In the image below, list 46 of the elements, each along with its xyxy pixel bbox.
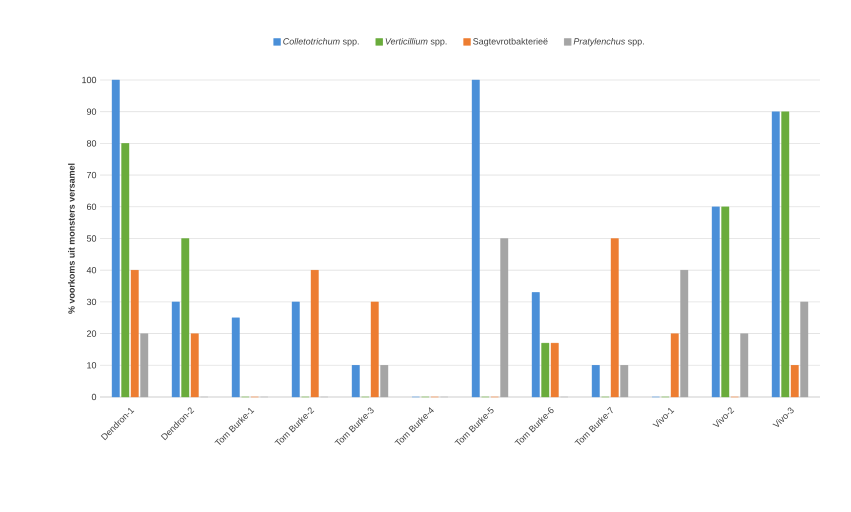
bar [532, 292, 540, 398]
bar [500, 238, 508, 398]
legend-label: Pratylenchus spp. [574, 38, 644, 46]
bar [721, 206, 730, 398]
y-tick-label: 60 [86, 204, 96, 210]
bar [130, 270, 139, 398]
y-tick-label: 80 [86, 140, 96, 147]
y-tick-label: 50 [86, 235, 96, 242]
legend-label: Verticillium spp. [386, 38, 447, 46]
bar [112, 80, 120, 398]
bar [310, 270, 319, 398]
bar [550, 342, 559, 398]
y-tick-label: 90 [86, 108, 96, 115]
bar [172, 302, 180, 398]
bar [190, 333, 199, 398]
bar [712, 206, 720, 398]
y-tick-label: 30 [86, 298, 96, 306]
y-tick-label: 40 [86, 267, 96, 274]
legend-label: Colletotrichum spp. [283, 38, 359, 46]
bar [121, 143, 130, 398]
y-tick-label: 20 [86, 330, 96, 337]
bar [181, 238, 190, 398]
bar [472, 80, 480, 398]
y-tick-label: 0 [92, 394, 96, 400]
y-tick-label: 70 [86, 172, 96, 178]
bar [740, 333, 748, 398]
bar [541, 342, 550, 398]
bar [292, 302, 300, 398]
bar [790, 365, 799, 398]
bar [232, 318, 240, 398]
y-tick-label: 10 [87, 362, 96, 368]
bar [610, 238, 619, 398]
bar [800, 302, 808, 398]
bar [140, 333, 148, 398]
bar [370, 302, 379, 398]
y-tick-label: 100 [82, 76, 96, 84]
bar [781, 111, 790, 398]
bar [620, 365, 628, 398]
bar [680, 270, 688, 398]
legend-label: Sagtevrotbakterieë [473, 38, 548, 46]
bar [592, 365, 600, 398]
y-axis-title: % voorkoms uit monsters versamel [68, 164, 75, 314]
bar [670, 333, 679, 398]
bar [772, 111, 780, 398]
bar [352, 365, 360, 398]
bar [380, 365, 388, 398]
